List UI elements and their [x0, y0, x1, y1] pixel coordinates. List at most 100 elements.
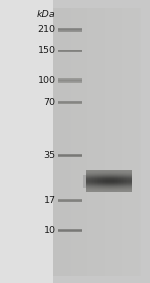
- Bar: [94, 181, 95, 182]
- Bar: [112, 187, 114, 188]
- Bar: [121, 191, 123, 192]
- Bar: [117, 170, 118, 171]
- Bar: [117, 177, 118, 178]
- Bar: [118, 179, 120, 180]
- Bar: [108, 177, 109, 178]
- Bar: [115, 184, 117, 185]
- Bar: [119, 8, 120, 276]
- Bar: [130, 187, 132, 188]
- Bar: [103, 191, 105, 192]
- Bar: [129, 182, 130, 183]
- Bar: [102, 171, 103, 172]
- Bar: [123, 180, 124, 181]
- Bar: [97, 181, 98, 182]
- Bar: [93, 8, 94, 276]
- Text: 210: 210: [38, 25, 56, 34]
- Bar: [124, 173, 126, 174]
- Bar: [91, 184, 92, 185]
- Bar: [114, 187, 115, 188]
- Bar: [115, 170, 117, 171]
- Bar: [88, 190, 89, 191]
- Bar: [86, 186, 88, 187]
- Bar: [126, 189, 127, 190]
- Bar: [89, 182, 91, 183]
- Bar: [123, 177, 124, 178]
- Bar: [89, 176, 91, 177]
- Bar: [131, 8, 132, 276]
- Bar: [106, 177, 108, 178]
- Text: 35: 35: [43, 151, 56, 160]
- Bar: [54, 8, 56, 276]
- Bar: [124, 187, 126, 188]
- Bar: [112, 185, 114, 186]
- Bar: [68, 8, 69, 276]
- Bar: [117, 8, 118, 276]
- Bar: [112, 183, 114, 184]
- Bar: [111, 183, 112, 184]
- Bar: [109, 175, 111, 176]
- Bar: [129, 171, 130, 172]
- Bar: [91, 191, 92, 192]
- Bar: [115, 177, 117, 178]
- Bar: [121, 173, 123, 174]
- Bar: [128, 172, 129, 173]
- Bar: [123, 170, 124, 171]
- Bar: [117, 180, 118, 181]
- Bar: [115, 181, 117, 182]
- Bar: [103, 8, 104, 276]
- Bar: [98, 184, 100, 185]
- Bar: [120, 177, 121, 178]
- Bar: [103, 178, 105, 179]
- Bar: [117, 179, 118, 180]
- Bar: [126, 173, 127, 174]
- Bar: [118, 182, 120, 183]
- Bar: [123, 178, 124, 179]
- Bar: [98, 172, 100, 173]
- Bar: [92, 180, 94, 181]
- Bar: [124, 184, 126, 185]
- Bar: [95, 177, 97, 178]
- Bar: [97, 182, 98, 183]
- Bar: [130, 174, 132, 175]
- Bar: [108, 184, 109, 185]
- Bar: [88, 191, 89, 192]
- Bar: [106, 189, 108, 190]
- Bar: [94, 185, 95, 186]
- Bar: [102, 188, 103, 189]
- Bar: [109, 184, 111, 185]
- Bar: [100, 178, 102, 179]
- Bar: [120, 174, 121, 175]
- Bar: [130, 182, 132, 183]
- Bar: [56, 8, 57, 276]
- Bar: [114, 175, 115, 176]
- Bar: [98, 173, 100, 174]
- Bar: [97, 174, 98, 175]
- Bar: [102, 170, 103, 171]
- Bar: [130, 178, 132, 179]
- Bar: [109, 176, 111, 177]
- Bar: [105, 179, 106, 180]
- Bar: [121, 183, 123, 184]
- Bar: [100, 173, 102, 174]
- Bar: [112, 176, 114, 177]
- Bar: [121, 179, 123, 180]
- Bar: [76, 8, 77, 276]
- Bar: [92, 191, 94, 192]
- Bar: [102, 174, 103, 175]
- Bar: [117, 178, 118, 179]
- Bar: [130, 170, 132, 171]
- Bar: [123, 188, 124, 189]
- Bar: [58, 156, 82, 157]
- Bar: [112, 181, 114, 182]
- Bar: [117, 182, 118, 183]
- Bar: [129, 181, 130, 182]
- Bar: [128, 190, 129, 191]
- Bar: [111, 184, 112, 185]
- Bar: [100, 187, 102, 188]
- Bar: [106, 180, 108, 181]
- Bar: [117, 183, 118, 184]
- Bar: [139, 8, 140, 276]
- Bar: [58, 154, 82, 155]
- Bar: [121, 188, 123, 189]
- Bar: [129, 176, 130, 177]
